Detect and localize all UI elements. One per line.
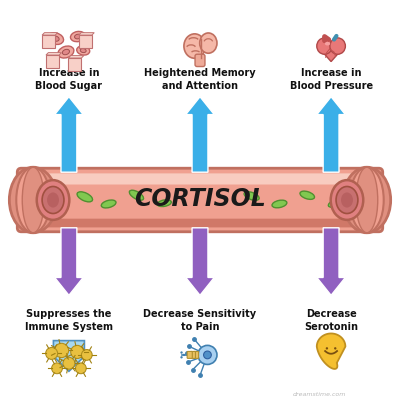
FancyBboxPatch shape bbox=[195, 54, 205, 66]
Ellipse shape bbox=[184, 34, 205, 58]
Ellipse shape bbox=[47, 192, 59, 208]
Polygon shape bbox=[68, 56, 84, 58]
Text: dreamstime.com: dreamstime.com bbox=[292, 392, 346, 397]
Circle shape bbox=[63, 357, 75, 369]
Polygon shape bbox=[46, 53, 62, 55]
Ellipse shape bbox=[272, 200, 287, 208]
Ellipse shape bbox=[62, 49, 70, 55]
Polygon shape bbox=[186, 97, 214, 172]
Text: Increase in
Blood Sugar: Increase in Blood Sugar bbox=[36, 68, 102, 91]
Polygon shape bbox=[68, 58, 82, 71]
Ellipse shape bbox=[330, 38, 345, 54]
Polygon shape bbox=[317, 97, 345, 172]
Ellipse shape bbox=[9, 167, 57, 233]
Ellipse shape bbox=[343, 167, 391, 233]
FancyBboxPatch shape bbox=[24, 219, 376, 228]
Circle shape bbox=[54, 343, 69, 358]
Polygon shape bbox=[42, 33, 58, 35]
Ellipse shape bbox=[70, 31, 85, 42]
Circle shape bbox=[82, 350, 92, 360]
Ellipse shape bbox=[244, 192, 259, 200]
Ellipse shape bbox=[22, 167, 44, 233]
FancyBboxPatch shape bbox=[190, 352, 196, 358]
Circle shape bbox=[326, 347, 328, 350]
Circle shape bbox=[71, 345, 84, 358]
Ellipse shape bbox=[157, 200, 171, 206]
Polygon shape bbox=[317, 334, 345, 369]
Ellipse shape bbox=[317, 38, 332, 54]
Circle shape bbox=[334, 347, 336, 350]
Ellipse shape bbox=[356, 167, 378, 233]
Circle shape bbox=[76, 363, 86, 374]
Polygon shape bbox=[55, 228, 83, 295]
Ellipse shape bbox=[77, 192, 92, 202]
Circle shape bbox=[183, 354, 185, 356]
Ellipse shape bbox=[129, 190, 144, 200]
Text: Increase in
Blood Pressure: Increase in Blood Pressure bbox=[290, 68, 373, 91]
Circle shape bbox=[204, 351, 211, 359]
Text: Suppresses the
Immune System: Suppresses the Immune System bbox=[25, 309, 113, 332]
Polygon shape bbox=[317, 228, 345, 295]
Ellipse shape bbox=[16, 167, 50, 233]
Ellipse shape bbox=[101, 200, 116, 208]
Ellipse shape bbox=[52, 36, 59, 41]
Circle shape bbox=[180, 351, 183, 354]
Ellipse shape bbox=[74, 34, 81, 39]
Polygon shape bbox=[42, 35, 55, 48]
Ellipse shape bbox=[300, 191, 314, 199]
Ellipse shape bbox=[37, 180, 69, 220]
Polygon shape bbox=[79, 35, 92, 48]
Ellipse shape bbox=[80, 48, 86, 52]
Circle shape bbox=[46, 348, 58, 359]
Circle shape bbox=[52, 363, 62, 374]
Ellipse shape bbox=[328, 199, 342, 207]
Ellipse shape bbox=[331, 180, 363, 220]
Text: Decrease
Serotonin: Decrease Serotonin bbox=[304, 309, 358, 332]
Ellipse shape bbox=[200, 33, 217, 53]
Text: Heightened Memory
and Attention: Heightened Memory and Attention bbox=[144, 68, 256, 91]
Ellipse shape bbox=[42, 186, 64, 214]
Text: Decrease Sensitivity
to Pain: Decrease Sensitivity to Pain bbox=[144, 309, 256, 332]
Ellipse shape bbox=[350, 167, 384, 233]
Ellipse shape bbox=[336, 186, 358, 214]
Polygon shape bbox=[54, 341, 84, 371]
Polygon shape bbox=[46, 55, 59, 68]
FancyBboxPatch shape bbox=[194, 352, 199, 358]
Polygon shape bbox=[186, 228, 214, 295]
Ellipse shape bbox=[58, 46, 74, 58]
Ellipse shape bbox=[341, 192, 353, 208]
FancyBboxPatch shape bbox=[17, 168, 383, 232]
FancyBboxPatch shape bbox=[187, 352, 192, 358]
Ellipse shape bbox=[48, 33, 64, 44]
Text: CORTISOL: CORTISOL bbox=[134, 187, 266, 211]
Circle shape bbox=[198, 345, 217, 364]
Circle shape bbox=[180, 356, 183, 358]
Ellipse shape bbox=[325, 42, 330, 46]
Polygon shape bbox=[79, 33, 94, 35]
Polygon shape bbox=[317, 46, 345, 62]
Polygon shape bbox=[55, 97, 83, 172]
FancyBboxPatch shape bbox=[24, 173, 376, 184]
Ellipse shape bbox=[77, 46, 90, 55]
